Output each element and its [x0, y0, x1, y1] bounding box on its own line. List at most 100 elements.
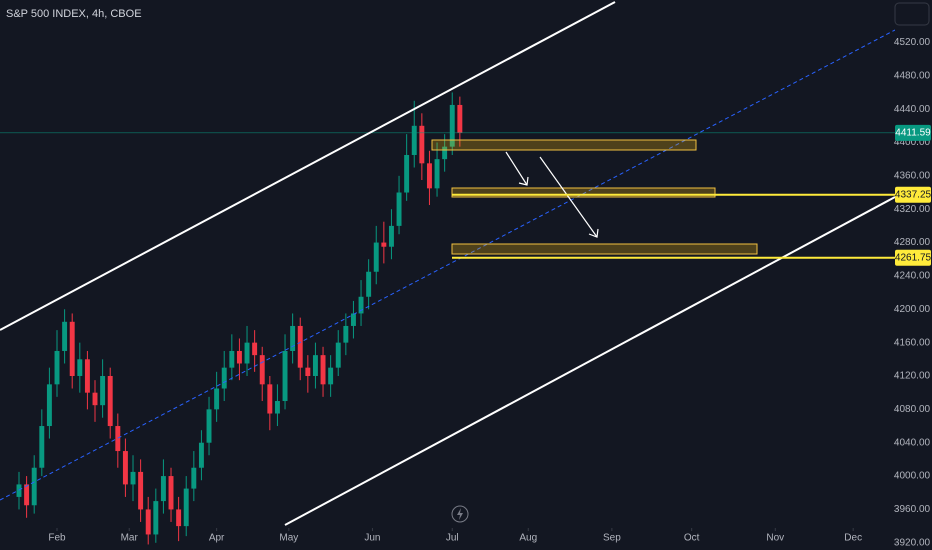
- candle-body: [191, 467, 197, 489]
- candle-body: [442, 146, 448, 160]
- x-tick-label: Jul: [446, 533, 459, 544]
- candle-body: [381, 242, 387, 247]
- y-tick-label: 4520.00: [894, 37, 931, 48]
- candle-body: [297, 325, 303, 368]
- candle-body: [54, 350, 60, 385]
- y-tick-label: 4080.00: [894, 404, 931, 415]
- y-tick-label: 4400.00: [894, 137, 931, 148]
- candle-body: [16, 484, 22, 497]
- candle-body: [31, 467, 37, 506]
- x-tick-label: Nov: [766, 533, 784, 544]
- candle-body: [396, 192, 402, 226]
- candle-body: [290, 325, 296, 351]
- candle-body: [312, 355, 318, 376]
- y-tick-label: 3960.00: [894, 504, 931, 515]
- candle-body: [206, 409, 212, 443]
- last-price-tag: [895, 124, 931, 141]
- candle-body: [419, 125, 425, 164]
- chart-title: S&P 500 INDEX, 4h, CBOE: [6, 8, 142, 20]
- y-tick-label: 4240.00: [894, 271, 931, 282]
- candle-body: [160, 476, 166, 502]
- candle-body: [457, 104, 463, 133]
- candle-body: [267, 384, 273, 414]
- candle-body: [434, 159, 440, 189]
- settings-button[interactable]: [894, 2, 930, 26]
- channel-lower: [284, 196, 896, 526]
- candle-body: [84, 359, 90, 393]
- channel-upper: [0, 1, 616, 331]
- candle-body: [214, 388, 220, 410]
- level-label: 4337.25: [895, 189, 932, 200]
- candle-body: [244, 342, 250, 364]
- candle-body: [366, 271, 372, 297]
- candle-body: [373, 242, 379, 272]
- candle-body: [115, 426, 121, 452]
- candle-body: [138, 471, 144, 510]
- x-tick-label: Feb: [48, 533, 66, 544]
- x-tick-label: Oct: [684, 533, 700, 544]
- level-label: 4261.75: [895, 252, 932, 263]
- arrows: [505, 151, 599, 238]
- y-tick-label: 4480.00: [894, 70, 931, 81]
- lightning: [457, 508, 463, 520]
- arrow: [539, 156, 598, 238]
- events-icon[interactable]: [451, 505, 469, 523]
- arrow-head: [518, 176, 529, 186]
- y-tick-label: 4160.00: [894, 337, 931, 348]
- x-tick-label: Aug: [519, 533, 537, 544]
- x-tick-label: Mar: [121, 533, 139, 544]
- candle-body: [62, 321, 68, 351]
- candle-body: [229, 350, 235, 368]
- candle-body: [449, 104, 455, 147]
- last-price-label: 4411.59: [895, 127, 931, 138]
- candle-body: [39, 426, 45, 468]
- candle-body: [343, 325, 349, 343]
- arrow: [505, 151, 528, 186]
- y-tick-label: 4360.00: [894, 170, 931, 181]
- candle-body: [46, 384, 52, 427]
- candle-body: [122, 451, 128, 485]
- x-tick-label: Dec: [844, 533, 862, 544]
- candle-body: [145, 509, 151, 535]
- candle-body: [320, 355, 326, 385]
- zone-box: [431, 139, 697, 151]
- candle-body: [282, 350, 288, 402]
- x-tick-label: Apr: [209, 533, 225, 544]
- candle-body: [130, 471, 136, 485]
- candle-body: [168, 476, 174, 510]
- candle-body: [305, 367, 311, 376]
- candle-body: [221, 367, 227, 389]
- y-tick-label: 4280.00: [894, 237, 931, 248]
- y-tick-label: 4000.00: [894, 471, 931, 482]
- candle-body: [153, 501, 159, 535]
- candle-body: [236, 350, 242, 364]
- y-tick-label: 4040.00: [894, 437, 931, 448]
- candle-body: [183, 488, 189, 527]
- plot-area: [0, 92, 895, 545]
- candle-body: [274, 401, 280, 414]
- candle-body: [404, 154, 410, 193]
- candle-body: [252, 342, 258, 356]
- x-tick-label: May: [279, 533, 298, 544]
- candle-body: [358, 296, 364, 314]
- y-tick-label: 3920.00: [894, 537, 931, 548]
- zone-box: [451, 243, 758, 255]
- candle-body: [388, 225, 394, 247]
- x-tick-label: Jun: [364, 533, 380, 544]
- level-tag: [895, 249, 931, 266]
- candle-body: [335, 342, 341, 368]
- y-tick-label: 4440.00: [894, 104, 931, 115]
- candle-body: [176, 509, 182, 527]
- level-tag: [895, 186, 931, 203]
- candle-body: [259, 355, 265, 385]
- candle-body: [77, 359, 83, 376]
- candle-body: [411, 125, 417, 155]
- y-tick-label: 4120.00: [894, 371, 931, 382]
- candle-body: [69, 321, 75, 376]
- candle-body: [426, 163, 432, 189]
- y-tick-label: 4200.00: [894, 304, 931, 315]
- candle-body: [100, 375, 106, 406]
- channel-mid: [0, 29, 896, 501]
- arrow-head: [588, 228, 599, 238]
